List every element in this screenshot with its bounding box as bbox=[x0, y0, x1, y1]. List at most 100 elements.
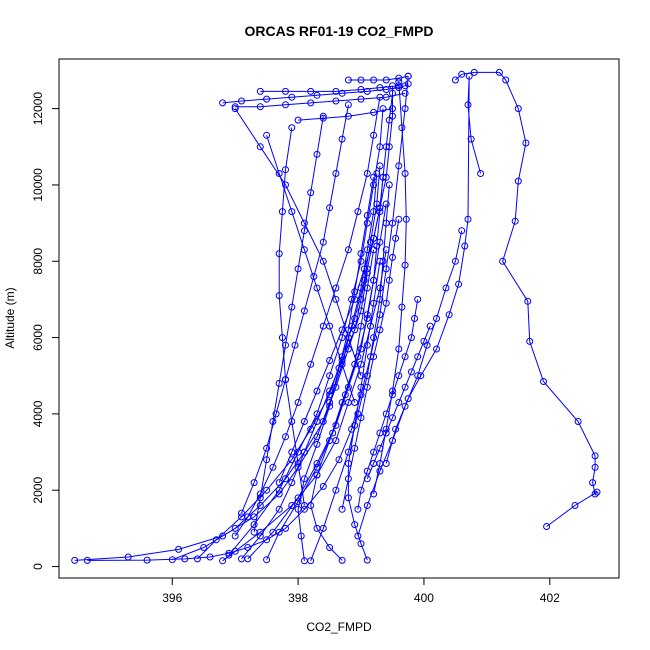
series-line bbox=[348, 75, 409, 81]
data-point bbox=[351, 315, 359, 322]
data-point bbox=[382, 219, 390, 227]
data-point bbox=[464, 215, 472, 223]
data-point bbox=[376, 238, 384, 246]
data-point bbox=[370, 173, 378, 181]
series-line bbox=[278, 127, 305, 506]
data-point bbox=[433, 345, 440, 353]
series-line bbox=[298, 108, 393, 121]
data-point bbox=[313, 91, 321, 99]
data-point bbox=[402, 215, 410, 223]
data-point bbox=[275, 250, 283, 258]
data-point bbox=[357, 86, 365, 93]
data-point bbox=[313, 150, 321, 158]
series-23 bbox=[231, 105, 365, 380]
data-point bbox=[83, 556, 91, 564]
data-point bbox=[379, 105, 387, 113]
series-22 bbox=[263, 131, 359, 406]
data-point bbox=[344, 334, 352, 342]
data-point bbox=[351, 521, 359, 529]
data-point bbox=[351, 288, 359, 296]
data-point bbox=[401, 170, 409, 177]
data-point bbox=[269, 418, 277, 425]
data-point bbox=[357, 250, 365, 258]
data-point bbox=[344, 246, 352, 254]
data-point bbox=[382, 173, 390, 181]
data-point bbox=[385, 143, 393, 151]
data-point bbox=[332, 284, 340, 292]
series-19 bbox=[238, 101, 352, 517]
data-point bbox=[263, 444, 271, 452]
data-point bbox=[71, 556, 79, 564]
data-point bbox=[294, 265, 302, 273]
series-layer bbox=[71, 68, 601, 565]
series-26 bbox=[256, 82, 403, 95]
data-point bbox=[351, 295, 359, 303]
y-axis-label: Altitude (m) bbox=[3, 287, 17, 348]
data-point bbox=[458, 227, 466, 235]
series-24 bbox=[219, 80, 412, 107]
data-point bbox=[363, 212, 371, 219]
data-point bbox=[326, 357, 334, 364]
data-point bbox=[389, 105, 396, 113]
data-point bbox=[143, 556, 151, 564]
data-point bbox=[357, 391, 365, 399]
data-point bbox=[351, 444, 359, 452]
data-point bbox=[256, 532, 264, 540]
data-point bbox=[589, 479, 597, 487]
data-point bbox=[313, 387, 321, 395]
data-point bbox=[294, 116, 302, 124]
data-point bbox=[272, 410, 280, 418]
data-point bbox=[414, 353, 422, 361]
series-line bbox=[266, 203, 387, 560]
data-point bbox=[395, 372, 403, 380]
data-point bbox=[256, 494, 264, 502]
y-axis: 0 2000 4000 6000 8000 10000 12000 bbox=[31, 92, 60, 570]
data-point bbox=[401, 402, 409, 410]
data-point bbox=[256, 143, 264, 151]
series-line bbox=[366, 325, 431, 479]
data-point bbox=[332, 295, 340, 303]
data-point bbox=[238, 97, 245, 105]
data-point bbox=[332, 87, 340, 95]
data-point bbox=[370, 448, 378, 456]
data-point bbox=[354, 505, 362, 513]
data-point bbox=[392, 234, 400, 242]
data-point bbox=[338, 360, 346, 368]
data-point bbox=[338, 326, 346, 334]
data-point bbox=[407, 368, 415, 376]
data-point bbox=[219, 99, 227, 107]
data-point bbox=[275, 170, 283, 177]
data-point bbox=[278, 334, 286, 342]
data-point bbox=[244, 513, 252, 521]
data-point bbox=[458, 70, 466, 78]
data-point bbox=[370, 490, 378, 498]
series-line bbox=[222, 249, 387, 562]
data-point bbox=[313, 440, 321, 448]
data-point bbox=[300, 246, 308, 254]
data-point bbox=[401, 383, 409, 391]
data-point bbox=[376, 284, 384, 292]
data-point bbox=[297, 532, 305, 540]
data-point bbox=[313, 418, 321, 425]
data-point bbox=[275, 379, 283, 387]
series-16 bbox=[219, 246, 390, 565]
data-point bbox=[288, 418, 296, 425]
data-point bbox=[404, 80, 412, 88]
data-point bbox=[278, 208, 286, 216]
data-point bbox=[326, 387, 334, 395]
data-point bbox=[354, 208, 362, 216]
data-point bbox=[398, 124, 406, 132]
data-point bbox=[300, 227, 308, 235]
data-point bbox=[540, 378, 547, 385]
plot-frame bbox=[58, 58, 620, 579]
data-point bbox=[495, 68, 503, 76]
data-point bbox=[376, 162, 384, 170]
series-10 bbox=[263, 200, 390, 564]
data-point bbox=[461, 242, 469, 250]
data-point bbox=[363, 502, 371, 509]
data-point bbox=[357, 540, 365, 548]
series-18 bbox=[231, 93, 384, 540]
x-tick-label: 400 bbox=[414, 591, 434, 605]
data-point bbox=[282, 101, 289, 109]
data-point bbox=[225, 551, 233, 559]
